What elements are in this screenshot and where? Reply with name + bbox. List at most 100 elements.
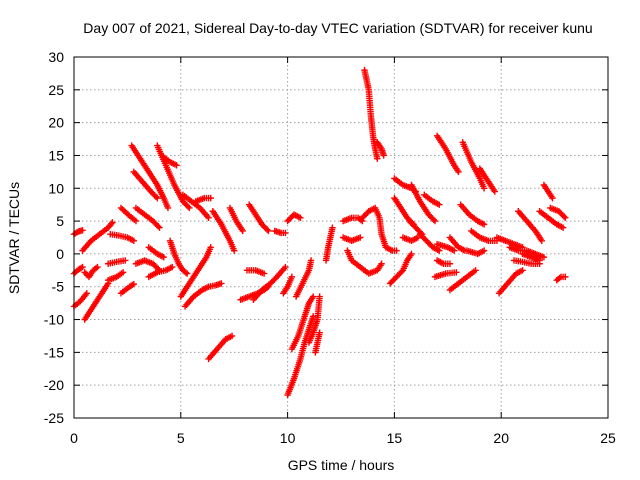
series-arc-61 (446, 267, 479, 294)
data-point (154, 223, 162, 230)
series-arc-16 (145, 244, 167, 261)
series-arc-45 (359, 204, 400, 254)
data-point (92, 264, 100, 272)
data-point (130, 280, 138, 288)
data-point (329, 224, 336, 231)
data-point (263, 226, 271, 233)
series-arc-10 (117, 280, 138, 297)
series-arc-74 (540, 181, 556, 202)
data-point (154, 194, 161, 202)
series-arc-36 (284, 313, 317, 399)
data-point (480, 247, 488, 254)
data-point (108, 220, 115, 227)
data-point (184, 270, 191, 277)
data-point (184, 203, 192, 210)
data-point (540, 253, 548, 261)
series-arc-40 (312, 329, 323, 356)
series-arc-71 (515, 208, 545, 244)
series-arc-76 (553, 273, 569, 284)
data-point (83, 290, 91, 297)
data-point (562, 214, 569, 222)
series-arc-58 (433, 257, 454, 267)
data-point (282, 229, 289, 237)
data-point (480, 185, 488, 192)
series-arc-53 (408, 181, 439, 225)
y-tick-label: 5 (56, 213, 64, 229)
series-arc-38 (292, 257, 315, 300)
data-point (122, 257, 129, 264)
data-point (310, 293, 317, 300)
series-arc-44 (344, 247, 385, 277)
series-arc-25 (205, 332, 236, 363)
plot-frame (73, 56, 609, 419)
series-arc-02 (70, 263, 86, 277)
series-arc-62 (459, 139, 488, 192)
data-point (182, 269, 189, 276)
data-point (218, 280, 225, 287)
data-point (265, 227, 272, 235)
data-point (186, 204, 193, 212)
series-arc-06 (81, 280, 112, 323)
series-arc-19 (158, 152, 180, 169)
y-tick-label: 15 (48, 147, 64, 163)
data-point (73, 229, 81, 236)
series-arc-26 (205, 280, 225, 290)
series-arc-11 (117, 204, 140, 225)
data-point (310, 313, 317, 320)
data-point (455, 168, 462, 176)
series-arc-46 (361, 66, 381, 162)
series-arc-72 (519, 250, 543, 264)
series-arc-03 (70, 227, 86, 238)
y-tick-label: -20 (44, 377, 64, 393)
data-point (94, 263, 101, 271)
data-points (70, 66, 569, 399)
series-arc-12 (128, 142, 172, 212)
y-tick-label: -10 (44, 312, 64, 328)
data-point (408, 250, 415, 258)
data-point (79, 227, 86, 234)
data-point (156, 224, 163, 231)
data-point (562, 273, 569, 281)
series-arc-65 (463, 247, 488, 258)
data-point (556, 274, 563, 282)
data-point (260, 270, 268, 277)
series-arc-08 (107, 231, 138, 244)
data-point (357, 234, 364, 241)
data-point (431, 217, 439, 225)
data-point (378, 260, 385, 267)
series-arc-41 (322, 224, 336, 264)
x-tick-label: 15 (387, 430, 403, 446)
data-point (380, 152, 387, 159)
series-arc-64 (468, 227, 501, 244)
data-point (79, 263, 86, 271)
series-arc-31 (243, 267, 268, 277)
data-point (549, 194, 556, 202)
series-arc-43 (339, 234, 364, 244)
series-arc-42 (339, 214, 366, 225)
data-point (480, 221, 488, 228)
data-point (559, 224, 567, 231)
series-arc-54 (416, 231, 443, 254)
data-point (453, 269, 460, 276)
series-arc-68 (495, 267, 526, 297)
data-point (398, 268, 405, 275)
series-arc-13 (130, 168, 161, 202)
y-tick-label: -25 (44, 410, 64, 426)
data-point (164, 204, 172, 212)
data-point (374, 155, 381, 162)
series-arc-27 (209, 208, 238, 254)
data-point (129, 281, 136, 289)
series-arc-05 (81, 263, 101, 281)
data-point (436, 247, 443, 254)
tick-marks (73, 56, 609, 419)
data-point (282, 263, 289, 271)
data-point (207, 244, 214, 251)
series-arc-34 (280, 273, 296, 297)
series-arc-47 (374, 139, 387, 159)
data-point (207, 194, 214, 202)
data-point (393, 247, 400, 254)
data-point (231, 247, 238, 254)
data-point (109, 219, 116, 226)
x-axis-label: GPS time / hours (288, 457, 395, 473)
data-point (239, 227, 246, 235)
